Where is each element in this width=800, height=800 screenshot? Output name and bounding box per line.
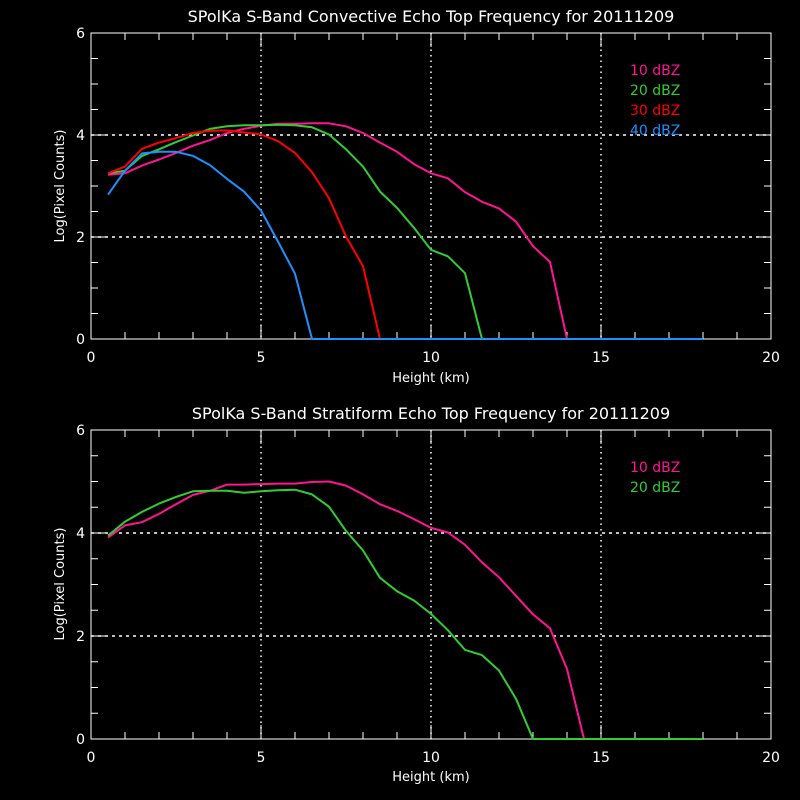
chart-title: SPolKa S-Band Stratiform Echo Top Freque…	[192, 404, 670, 423]
y-tick-label: 2	[76, 629, 85, 645]
y-axis-label: Log(Pixel Counts)	[53, 528, 68, 641]
x-tick-label: 10	[422, 750, 440, 766]
x-tick-label: 20	[762, 350, 780, 366]
x-axis-label: Height (km)	[392, 770, 469, 785]
x-axis-label: Height (km)	[392, 371, 469, 386]
y-tick-label: 6	[76, 423, 85, 439]
legend-entry: 40 dBZ	[630, 123, 680, 139]
y-tick-label: 0	[76, 732, 85, 748]
series-line-30-dbz	[107, 129, 703, 340]
x-tick-label: 20	[762, 750, 780, 766]
legend-entry: 20 dBZ	[630, 480, 680, 496]
x-tick-label: 5	[257, 350, 266, 366]
legend-entry: 20 dBZ	[630, 83, 680, 99]
x-tick-label: 15	[592, 750, 610, 766]
x-tick-label: 5	[257, 750, 266, 766]
x-tick-label: 10	[422, 350, 440, 366]
series-line-10-dbz	[107, 122, 703, 340]
x-tick-label: 0	[87, 350, 96, 366]
series-line-20-dbz	[107, 488, 703, 740]
legend-entry: 10 dBZ	[630, 460, 680, 476]
legend-entry: 10 dBZ	[630, 63, 680, 79]
y-tick-label: 4	[76, 128, 85, 144]
series-line-10-dbz	[107, 480, 703, 740]
y-tick-label: 0	[76, 332, 85, 348]
legend-entry: 30 dBZ	[630, 103, 680, 119]
convective-plot: SPolKa S-Band Convective Echo Top Freque…	[53, 7, 780, 386]
x-tick-label: 15	[592, 350, 610, 366]
x-tick-label: 0	[87, 750, 96, 766]
y-tick-label: 6	[76, 26, 85, 42]
y-tick-label: 4	[76, 526, 85, 542]
chart-title: SPolKa S-Band Convective Echo Top Freque…	[188, 7, 675, 26]
series-line-40-dbz	[107, 150, 703, 340]
y-axis-label: Log(Pixel Counts)	[53, 130, 68, 243]
stratiform-plot: SPolKa S-Band Stratiform Echo Top Freque…	[53, 404, 780, 785]
y-tick-label: 2	[76, 230, 85, 246]
